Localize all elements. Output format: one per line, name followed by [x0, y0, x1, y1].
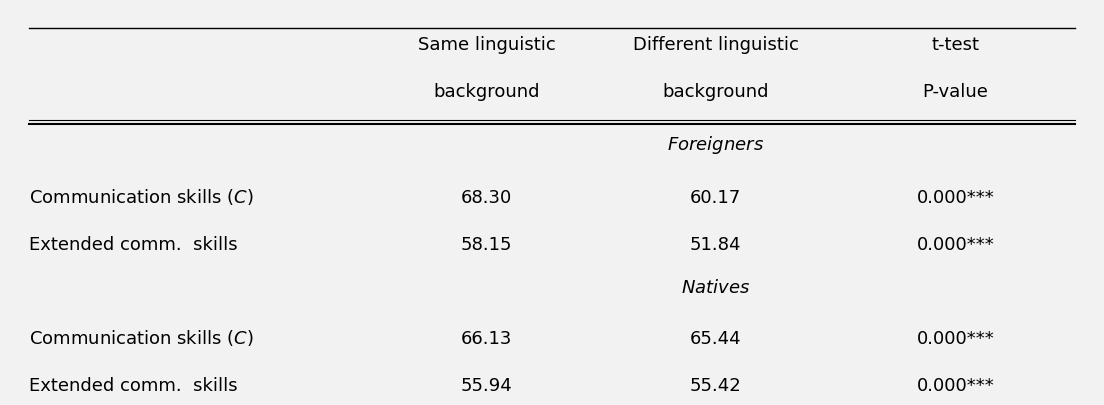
Text: 0.000***: 0.000*** [916, 235, 995, 254]
Text: 0.000***: 0.000*** [916, 188, 995, 207]
Text: Different linguistic: Different linguistic [633, 36, 798, 54]
Text: $\it{Natives}$: $\it{Natives}$ [681, 278, 750, 296]
Text: Extended comm.  skills: Extended comm. skills [29, 235, 237, 254]
Text: 0.000***: 0.000*** [916, 329, 995, 347]
Text: Communication skills ($C$): Communication skills ($C$) [29, 327, 253, 347]
Text: Same linguistic: Same linguistic [417, 36, 555, 54]
Text: 58.15: 58.15 [460, 235, 512, 254]
Text: P-value: P-value [923, 83, 988, 101]
Text: 65.44: 65.44 [690, 329, 741, 347]
Text: $\it{Foreigners}$: $\it{Foreigners}$ [667, 134, 764, 156]
Text: 55.94: 55.94 [460, 376, 512, 394]
Text: background: background [662, 83, 768, 101]
Text: 55.42: 55.42 [690, 376, 742, 394]
Text: 51.84: 51.84 [690, 235, 741, 254]
Text: 68.30: 68.30 [461, 188, 512, 207]
Text: Communication skills ($C$): Communication skills ($C$) [29, 186, 253, 207]
Text: 60.17: 60.17 [690, 188, 741, 207]
Text: background: background [434, 83, 540, 101]
Text: 66.13: 66.13 [460, 329, 512, 347]
Text: Extended comm.  skills: Extended comm. skills [29, 376, 237, 394]
Text: 0.000***: 0.000*** [916, 376, 995, 394]
Text: t-test: t-test [932, 36, 979, 54]
